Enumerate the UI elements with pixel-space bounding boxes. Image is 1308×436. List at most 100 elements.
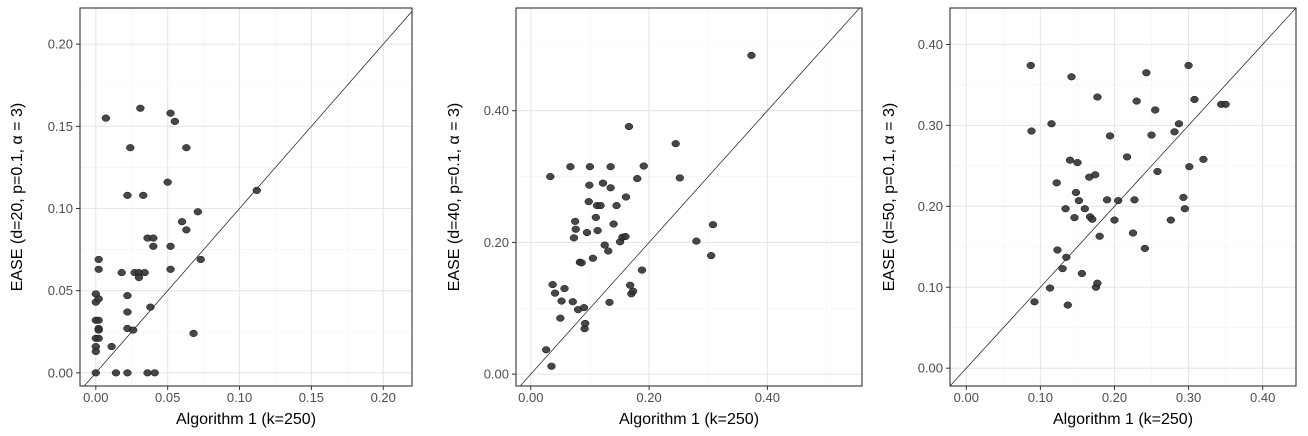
- x-tick-label: 0.15: [299, 390, 324, 405]
- data-point: [557, 297, 566, 305]
- data-point: [593, 227, 602, 235]
- data-point: [569, 234, 579, 242]
- y-tick-label: 0.30: [918, 118, 943, 133]
- x-tick-label: 0.00: [518, 390, 543, 405]
- y-tick-label: 0.20: [918, 199, 943, 214]
- data-point: [189, 329, 198, 337]
- data-point: [612, 202, 621, 210]
- data-point: [94, 326, 103, 334]
- data-point: [1088, 215, 1097, 223]
- data-point: [582, 229, 592, 237]
- data-point: [571, 225, 580, 233]
- x-axis-title: Algorithm 1 (k=250): [619, 411, 759, 428]
- data-point: [604, 247, 613, 255]
- x-tick-label: 0.20: [371, 390, 396, 405]
- data-point: [1184, 61, 1193, 70]
- data-point: [1052, 179, 1061, 187]
- identity-reference-line: [84, 11, 412, 386]
- data-point: [182, 226, 191, 234]
- data-point: [1026, 61, 1035, 70]
- x-tick-label: 0.30: [1176, 390, 1201, 405]
- data-point: [123, 191, 132, 199]
- data-point: [139, 191, 148, 199]
- data-point: [177, 218, 187, 226]
- panel-border: [79, 7, 413, 387]
- y-tick-label: 0.40: [484, 103, 509, 118]
- plot-background: [516, 8, 862, 386]
- data-point: [1058, 265, 1067, 273]
- x-tick-label: 0.00: [954, 390, 979, 405]
- data-point: [692, 237, 701, 245]
- data-point: [252, 186, 261, 194]
- data-point: [111, 369, 121, 377]
- data-point: [628, 287, 638, 295]
- data-point: [579, 304, 589, 312]
- data-point: [94, 334, 103, 342]
- data-point: [605, 298, 614, 306]
- data-point: [91, 369, 100, 377]
- data-point: [598, 179, 608, 187]
- data-point: [1166, 216, 1175, 224]
- data-point: [1077, 269, 1087, 278]
- data-point: [1027, 127, 1036, 135]
- data-point: [1130, 196, 1139, 204]
- data-point: [1070, 214, 1079, 222]
- y-tick-label: 0.20: [48, 37, 73, 52]
- data-point: [149, 234, 158, 242]
- data-point: [556, 314, 565, 322]
- y-axis-title: EASE (d=20, p=0.1, α = 3): [9, 103, 26, 291]
- data-point: [1065, 156, 1075, 164]
- data-point: [1140, 244, 1150, 252]
- data-point: [123, 308, 132, 316]
- y-tick-label: 0.15: [48, 119, 73, 134]
- data-point: [606, 184, 615, 192]
- data-point: [588, 254, 598, 262]
- data-point: [1199, 155, 1208, 163]
- x-tick-label: 0.00: [83, 390, 108, 405]
- data-point: [107, 343, 116, 351]
- scatter-panel-d50: 0.00 0.10 0.20 0.30 0.40 0.00 0.10 0.20 0.30 0.40…: [881, 7, 1297, 428]
- y-tick-label: 0.10: [918, 280, 943, 295]
- x-tick-label: 0.20: [1102, 390, 1127, 405]
- x-tick-label: 0.05: [155, 390, 180, 405]
- data-point: [1142, 69, 1151, 77]
- data-point: [606, 163, 615, 171]
- data-point: [708, 221, 718, 229]
- data-point: [126, 144, 135, 152]
- data-point: [1147, 131, 1156, 139]
- data-point: [639, 162, 648, 170]
- data-point: [671, 140, 680, 148]
- data-point: [1045, 284, 1055, 292]
- x-tick-label: 0.40: [755, 390, 780, 405]
- data-point: [1093, 93, 1102, 101]
- data-point: [1170, 128, 1179, 136]
- data-point: [1074, 197, 1084, 205]
- data-point: [596, 202, 605, 210]
- data-point: [94, 265, 103, 273]
- y-tick-label: 0.10: [48, 201, 73, 216]
- data-point: [91, 347, 100, 356]
- data-point: [1095, 232, 1104, 240]
- data-point: [1110, 216, 1119, 224]
- data-point: [149, 242, 158, 250]
- data-point: [123, 292, 132, 300]
- data-point: [134, 273, 144, 282]
- x-axis-title: Algorithm 1 (k=250): [176, 411, 316, 428]
- data-point: [1174, 120, 1184, 128]
- data-point: [1180, 205, 1190, 213]
- data-point: [542, 346, 551, 354]
- data-point: [101, 114, 111, 122]
- data-point: [129, 326, 138, 334]
- data-point: [1185, 163, 1194, 171]
- data-point: [150, 369, 159, 377]
- data-point: [621, 193, 631, 201]
- data-point: [1221, 100, 1230, 108]
- y-axis-title: EASE (d=50, p=0.1, α = 3): [881, 103, 898, 291]
- data-point: [568, 298, 577, 306]
- y-tick-label: 0.00: [484, 367, 509, 382]
- data-point: [166, 265, 175, 273]
- data-point: [570, 217, 580, 225]
- data-point: [1091, 171, 1100, 179]
- data-point: [566, 163, 575, 171]
